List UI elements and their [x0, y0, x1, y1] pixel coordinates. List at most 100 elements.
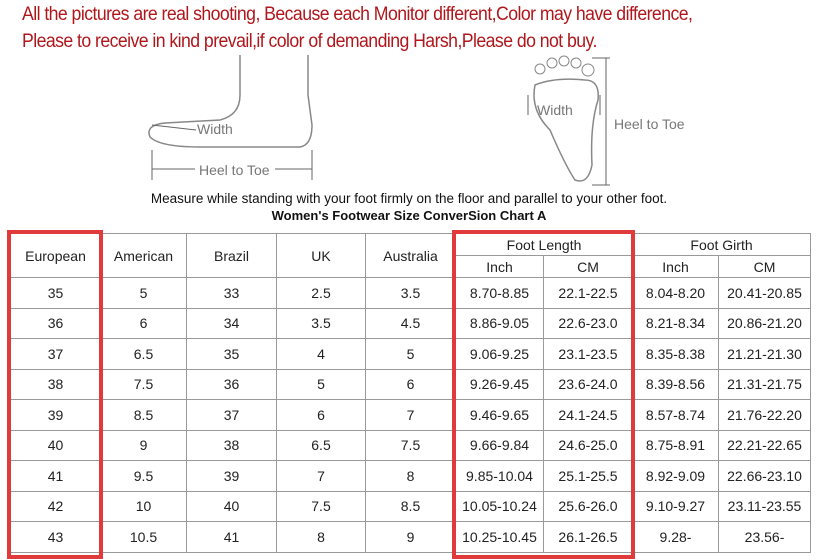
- table-cell: 6.5: [276, 429, 366, 461]
- table-cell: 8.92-9.09: [632, 460, 720, 492]
- table-cell: 8.5: [100, 399, 187, 431]
- table-cell: 26.1-26.5: [542, 521, 634, 553]
- top-width-label: Width: [537, 102, 573, 118]
- top-foot-illustration: [527, 55, 610, 186]
- table-cell: 8.57-8.74: [632, 399, 720, 431]
- table-row: 42 10 40 7.5 8.5 10.05-10.24 25.6-26.0 9.10-9.2…: [10, 490, 812, 522]
- table-cell: 8: [365, 460, 456, 492]
- table-cell: 7.5: [276, 490, 366, 522]
- header-girth-cm: CM: [718, 255, 812, 278]
- table-cell: 9.06-9.25: [455, 338, 544, 370]
- table-cell: 9.66-9.84: [455, 429, 544, 461]
- table-cell: 9.46-9.65: [455, 399, 544, 431]
- table-cell: 35: [10, 277, 101, 309]
- table-cell: 21.76-22.20: [718, 399, 812, 431]
- table-cell: 5: [276, 368, 366, 400]
- table-cell: 38: [10, 368, 101, 400]
- header-length-cm: CM: [542, 255, 634, 278]
- table-cell: 34: [186, 307, 277, 339]
- table-row: 40 9 38 6.5 7.5 9.66-9.84 24.6-25.0 8.75-8.91 22…: [10, 429, 812, 461]
- side-heel-to-toe-label: Heel to Toe: [199, 162, 270, 178]
- table-cell: 23.6-24.0: [542, 368, 634, 400]
- table-row: 37 6.5 35 4 5 9.06-9.25 23.1-23.5 8.35-8.38 21.2…: [10, 338, 812, 370]
- table-cell: 6.5: [100, 338, 187, 370]
- table-cell: 41: [10, 460, 101, 492]
- table-cell: 8.21-8.34: [632, 307, 720, 339]
- table-cell: 42: [10, 490, 101, 522]
- table-cell: 8.75-8.91: [632, 429, 720, 461]
- table-cell: 25.6-26.0: [542, 490, 634, 522]
- table-cell: 8.04-8.20: [632, 277, 720, 309]
- header-australia: Australia: [365, 233, 456, 278]
- table-cell: 37: [186, 399, 277, 431]
- table-cell: 25.1-25.5: [542, 460, 634, 492]
- table-cell: 35: [186, 338, 277, 370]
- table-cell: 40: [186, 490, 277, 522]
- table-row: 41 9.5 39 7 8 9.85-10.04 25.1-25.5 8.92-9.09 22.…: [10, 460, 812, 492]
- table-cell: 9: [100, 429, 187, 461]
- side-width-label: Width: [197, 121, 233, 137]
- chart-title: Women's Footwear Size ConverSion Chart A: [271, 208, 547, 223]
- header-uk: UK: [276, 233, 366, 278]
- table-cell: 3.5: [365, 277, 456, 309]
- table-cell: 9.10-9.27: [632, 490, 720, 522]
- table-row: 39 8.5 37 6 7 9.46-9.65 24.1-24.5 8.57-8.74 21.7…: [10, 399, 812, 431]
- table-cell: 6: [100, 307, 187, 339]
- table-cell: 4: [276, 338, 366, 370]
- table-cell: 23.56-: [718, 521, 812, 553]
- notice-line-1: All the pictures are real shooting, Beca…: [22, 4, 693, 25]
- table-row: 38 7.5 36 5 6 9.26-9.45 23.6-24.0 8.39-8.56 21.3…: [10, 368, 812, 400]
- table-cell: 9.28-: [632, 521, 720, 553]
- table-cell: 39: [186, 460, 277, 492]
- table-row: 36 6 34 3.5 4.5 8.86-9.05 22.6-23.0 8.21-8.34 20…: [10, 307, 812, 339]
- table-cell: 22.66-23.10: [718, 460, 812, 492]
- table-cell: 37: [10, 338, 101, 370]
- notice-line-2: Please to receive in kind prevail,if col…: [22, 31, 597, 52]
- table-cell: 8: [276, 521, 366, 553]
- table-cell: 38: [186, 429, 277, 461]
- header-length-inch: Inch: [455, 255, 544, 278]
- top-heel-to-toe-label: Heel to Toe: [614, 116, 685, 132]
- header-foot-girth: Foot Girth: [632, 233, 812, 256]
- table-cell: 6: [276, 399, 366, 431]
- table-cell: 7: [276, 460, 366, 492]
- table-cell: 2.5: [276, 277, 366, 309]
- table-cell: 36: [10, 307, 101, 339]
- table-row: 43 10.5 41 8 9 10.25-10.45 26.1-26.5 9.28- 23.56…: [10, 521, 812, 553]
- table-cell: 43: [10, 521, 101, 553]
- table-cell: 20.86-21.20: [718, 307, 812, 339]
- table-cell: 40: [10, 429, 101, 461]
- table-cell: 24.1-24.5: [542, 399, 634, 431]
- table-cell: 22.1-22.5: [542, 277, 634, 309]
- table-cell: 21.31-21.75: [718, 368, 812, 400]
- table-cell: 8.35-8.38: [632, 338, 720, 370]
- table-cell: 7.5: [365, 429, 456, 461]
- table-cell: 36: [186, 368, 277, 400]
- table-cell: 10.5: [100, 521, 187, 553]
- table-cell: 9.26-9.45: [455, 368, 544, 400]
- table-cell: 20.41-20.85: [718, 277, 812, 309]
- table-cell: 5: [365, 338, 456, 370]
- side-foot-illustration: [148, 55, 313, 180]
- table-cell: 24.6-25.0: [542, 429, 634, 461]
- table-cell: 39: [10, 399, 101, 431]
- table-cell: 41: [186, 521, 277, 553]
- table-cell: 8.70-8.85: [455, 277, 544, 309]
- table-cell: 22.6-23.0: [542, 307, 634, 339]
- table-cell: 3.5: [276, 307, 366, 339]
- table-cell: 8.86-9.05: [455, 307, 544, 339]
- table-cell: 33: [186, 277, 277, 309]
- table-cell: 7.5: [100, 368, 187, 400]
- table-cell: 10.25-10.45: [455, 521, 544, 553]
- header-foot-length: Foot Length: [454, 233, 634, 256]
- table-cell: 23.1-23.5: [542, 338, 634, 370]
- table-cell: 5: [100, 277, 187, 309]
- table-cell: 8.5: [365, 490, 456, 522]
- table-cell: 21.21-21.30: [718, 338, 812, 370]
- table-cell: 22.21-22.65: [718, 429, 812, 461]
- header-european: European: [10, 233, 101, 278]
- table-cell: 9.5: [100, 460, 187, 492]
- size-chart-table: European American Brazil UK Australia Fo…: [10, 233, 812, 553]
- table-cell: 9.85-10.04: [455, 460, 544, 492]
- header-american: American: [100, 233, 187, 278]
